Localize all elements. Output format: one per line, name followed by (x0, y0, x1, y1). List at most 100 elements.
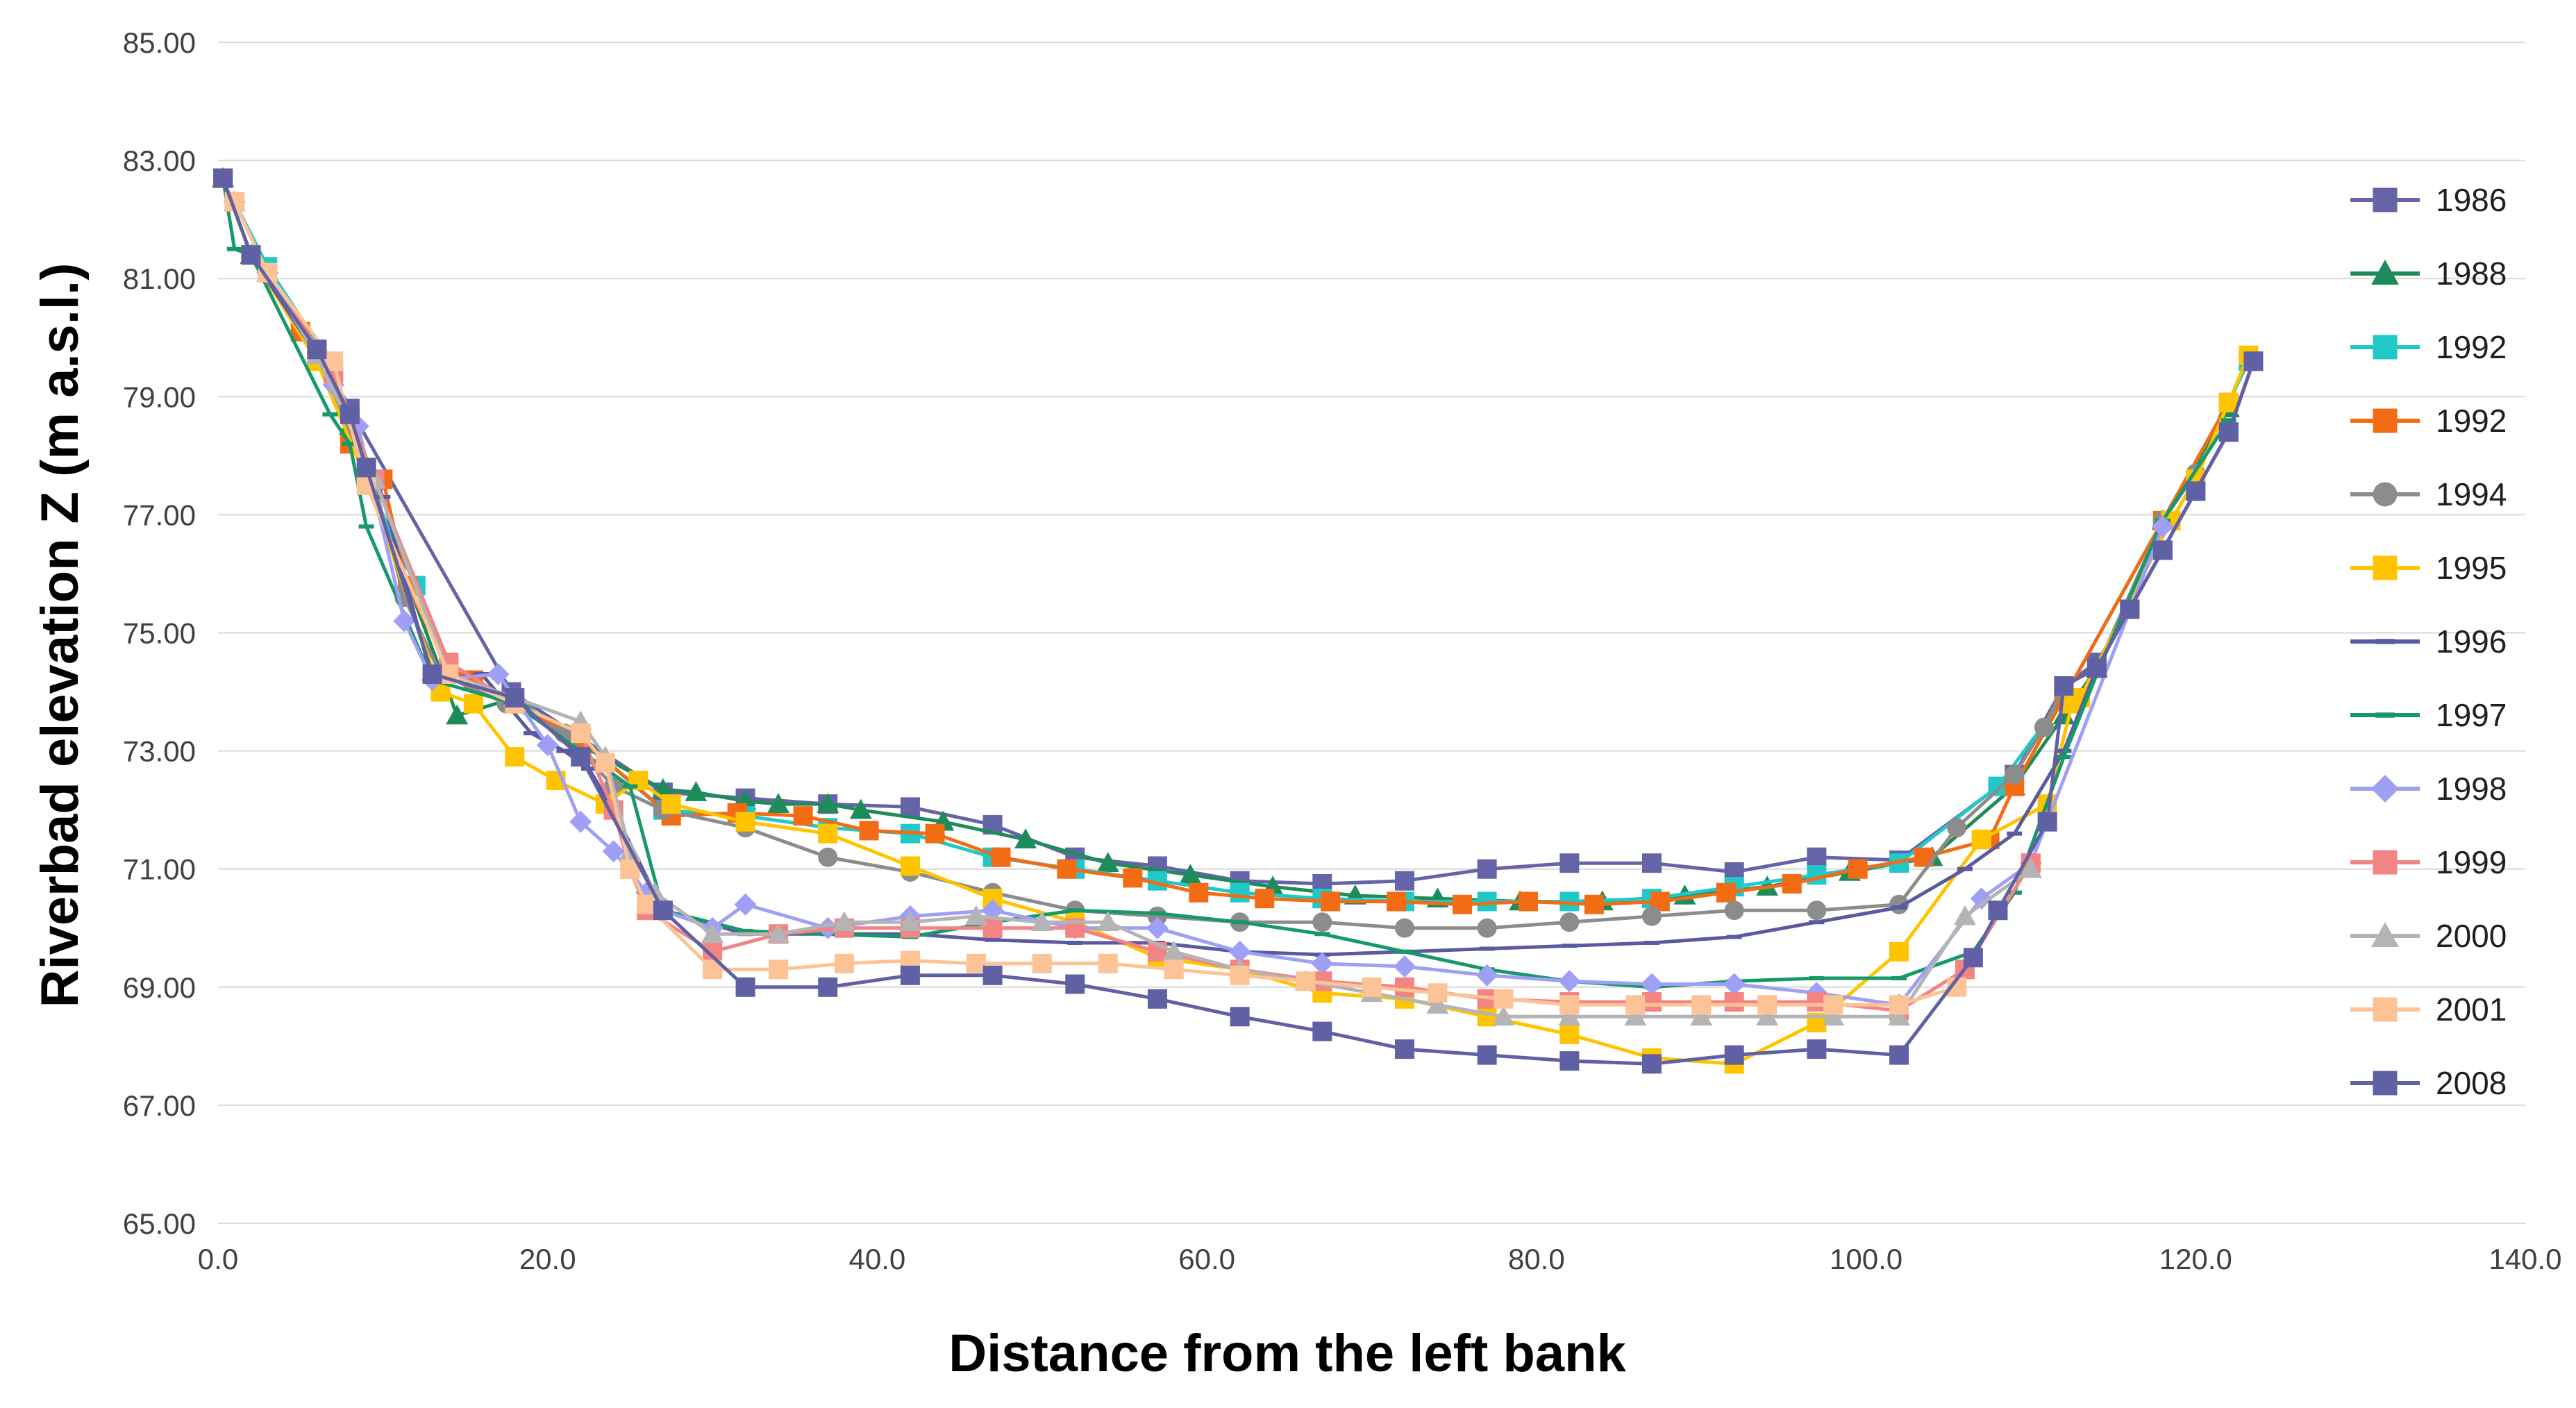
data-point (1230, 882, 1250, 903)
legend-label: 1996 (2436, 623, 2507, 660)
data-point (1957, 866, 1973, 871)
data-point (2243, 351, 2264, 371)
data-point (966, 953, 986, 973)
data-point (2375, 639, 2395, 644)
data-point (1179, 864, 1202, 885)
data-point (446, 704, 469, 725)
x-tick-label: 40.0 (849, 1243, 906, 1275)
data-point (523, 731, 539, 736)
legend-label: 1997 (2436, 697, 2507, 733)
data-point (1393, 955, 1416, 978)
legend: 1986 1988 1992 1992 1994 1995 1996 1997 1998 1999… (2350, 182, 2507, 1101)
data-point (1889, 995, 1909, 1015)
data-point (536, 734, 559, 757)
data-point (307, 340, 327, 360)
legend-item: 1995 (2350, 550, 2507, 586)
data-point (1057, 859, 1077, 879)
data-point (2371, 260, 2399, 285)
data-point (2056, 755, 2072, 760)
y-axis-title: Riverbad elevation Z (m a.s.l.) (31, 263, 90, 1008)
data-point (818, 823, 838, 844)
data-point (767, 923, 790, 944)
data-point (2371, 775, 2399, 803)
data-point (1321, 891, 1341, 912)
data-point (2019, 857, 2042, 878)
data-point (487, 663, 510, 686)
data-point (422, 664, 442, 685)
series-line (221, 178, 2230, 989)
data-point (1559, 1051, 1580, 1071)
data-point (900, 965, 920, 985)
y-tick-label: 65.00 (123, 1207, 196, 1240)
legend-label: 1988 (2436, 255, 2507, 292)
data-point (1492, 1005, 1515, 1026)
data-point (2220, 418, 2236, 423)
data-point (1146, 916, 1169, 939)
data-point (1724, 1045, 1744, 1065)
data-point (346, 414, 369, 437)
data-point (1394, 977, 1414, 997)
data-point (817, 793, 839, 813)
data-point (1032, 953, 1052, 973)
data-point (1147, 989, 1167, 1009)
data-point (340, 404, 360, 424)
data-point (964, 905, 987, 925)
data-point (1558, 970, 1581, 993)
legend-label: 1992 (2436, 403, 2507, 439)
data-point (1809, 976, 1825, 981)
y-tick-label: 71.00 (123, 853, 196, 886)
data-point (1162, 940, 1185, 961)
data-point (1807, 1039, 1827, 1059)
data-point (342, 442, 358, 446)
data-point (900, 856, 920, 876)
data-point (2373, 482, 2398, 507)
data-point (1296, 971, 1316, 991)
data-point (653, 900, 673, 921)
data-point (985, 937, 1001, 942)
data-point (982, 965, 1003, 985)
data-point (1642, 992, 1662, 1012)
data-point (1891, 976, 1907, 981)
data-point (849, 798, 872, 819)
data-point (1891, 905, 1907, 910)
data-point (1644, 941, 1660, 946)
data-point (2373, 997, 2398, 1022)
data-point (1726, 935, 1742, 939)
data-point (1479, 946, 1495, 951)
data-point (1228, 940, 1251, 963)
data-point (818, 847, 838, 867)
data-point (1625, 995, 1646, 1015)
data-point (701, 923, 724, 944)
data-point (1394, 918, 1414, 938)
data-point (1691, 995, 1712, 1015)
data-point (1970, 887, 1993, 910)
data-point (1823, 995, 1843, 1015)
legend-label: 1986 (2436, 182, 2507, 218)
legend-item: 1992 (2350, 403, 2507, 439)
data-point (1723, 973, 1746, 996)
data-point (595, 753, 615, 773)
data-point (900, 797, 920, 817)
data-point (1807, 847, 1827, 867)
legend-label: 1999 (2436, 844, 2507, 880)
data-point (1453, 894, 1473, 914)
data-point (1947, 818, 1967, 838)
data-point (834, 953, 854, 973)
data-point (735, 977, 755, 997)
data-point (1312, 1021, 1332, 1041)
data-point (1807, 865, 1827, 885)
data-point (1428, 983, 1448, 1003)
data-point (2373, 335, 2398, 360)
series-line (221, 177, 2250, 1066)
data-point (1396, 949, 1412, 954)
data-point (1559, 912, 1580, 932)
data-point (1149, 911, 1165, 916)
x-tick-label: 100.0 (1830, 1243, 1902, 1275)
data-point (991, 847, 1011, 867)
data-point (1809, 920, 1825, 925)
data-point (2375, 712, 2395, 718)
data-point (213, 168, 233, 188)
data-point (735, 812, 755, 832)
